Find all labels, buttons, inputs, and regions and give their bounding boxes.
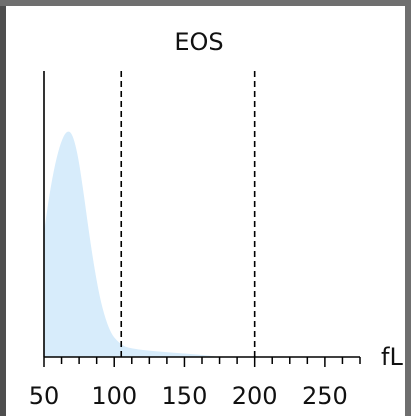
reference-lines bbox=[120, 71, 256, 357]
eos-distribution-area bbox=[44, 131, 220, 357]
plot-area: 50 100 150 200 250 bbox=[29, 71, 361, 410]
x-axis-tick-labels: 50 100 150 200 250 bbox=[29, 382, 348, 410]
x-axis-ticks bbox=[43, 357, 361, 367]
unit-label: fL bbox=[381, 343, 403, 371]
x-tick-label: 50 bbox=[29, 382, 60, 410]
x-tick-label: 150 bbox=[162, 382, 208, 410]
x-tick-label: 250 bbox=[302, 382, 348, 410]
x-tick-label: 200 bbox=[232, 382, 278, 410]
x-tick-label: 100 bbox=[91, 382, 137, 410]
chart-title: EOS bbox=[174, 28, 223, 56]
